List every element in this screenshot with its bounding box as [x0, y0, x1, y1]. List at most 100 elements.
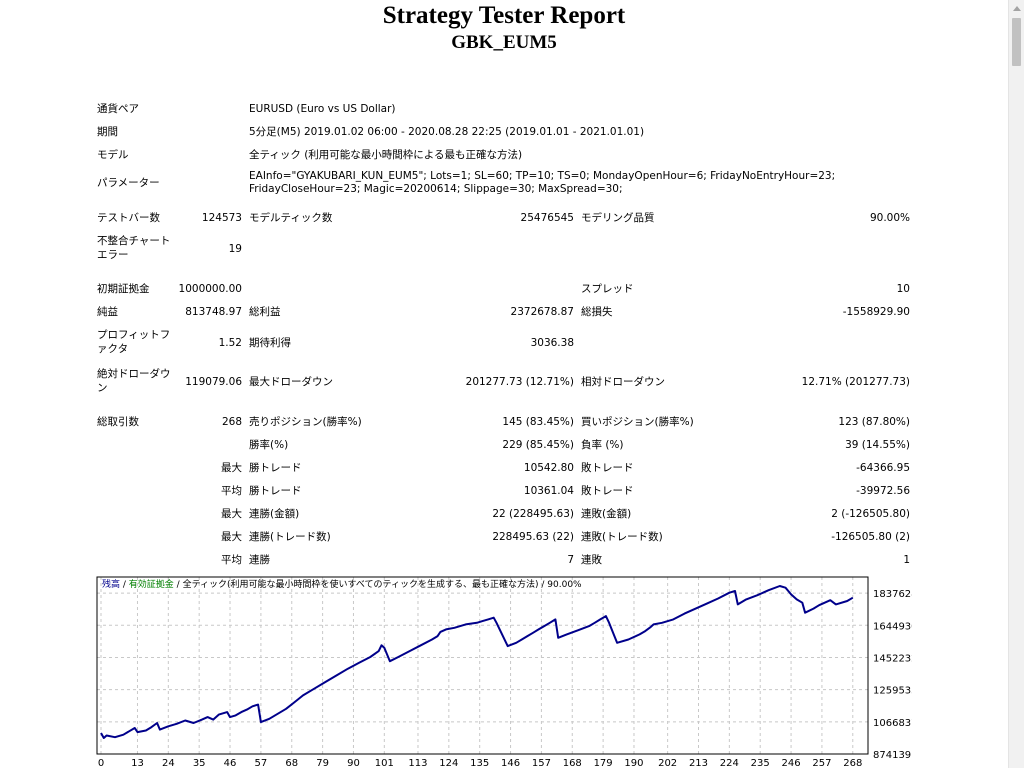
legend-quality: 90.00%: [547, 580, 582, 590]
params-label: パラメーター: [97, 177, 160, 189]
largest-label-3: 最大: [221, 531, 242, 543]
quality-value: 90.00%: [869, 212, 910, 224]
max-consec-profit-label: 連勝(トレード数): [249, 531, 331, 543]
long-value: 123 (87.80%): [838, 416, 910, 428]
chart-x-tick-label: 168: [563, 758, 582, 768]
expected-payoff-label: 期待利得: [249, 337, 291, 349]
chart-x-tick-label: 57: [255, 758, 268, 768]
max-dd-label: 最大ドローダウン: [249, 376, 333, 388]
largest-loss-label: 敗トレード: [581, 462, 634, 474]
quality-label: モデリング品質: [581, 212, 655, 224]
win-rate-value: 229 (85.45%): [502, 439, 574, 451]
bars-label: テストバー数: [97, 212, 160, 224]
chart-y-ticks: 1837628 1644930 1452232 1259535 1066837 87413…: [873, 589, 912, 761]
chart-x-tick-label: 35: [193, 758, 206, 768]
chart-plot-border: [96, 576, 869, 755]
win-rate-label: 勝率(%): [249, 439, 289, 451]
model-value: 全ティック (利用可能な最小時間枠による最も正確な方法): [249, 149, 523, 161]
scroll-up-arrow-icon[interactable]: [1009, 0, 1024, 16]
chart-y-tick-label: 1259535: [873, 686, 912, 697]
deposit-label: 初期証拠金: [97, 283, 150, 295]
gross-loss-label: 総損失: [581, 306, 613, 318]
legend-model: 全ティック(利用可能な最小時間枠を使いすべてのティックを生成する、最も正確な方法…: [183, 578, 539, 590]
chart-x-tick-label: 179: [594, 758, 613, 768]
avg-consec-wins-value: 7: [567, 554, 574, 566]
expected-payoff-value: 3036.38: [530, 337, 574, 349]
legend-sep-1: /: [120, 580, 129, 590]
chart-x-tick-label: 257: [812, 758, 831, 768]
largest-label-2: 最大: [221, 508, 242, 520]
max-consec-loss-value: -126505.80 (2): [831, 531, 910, 543]
ticks-value: 25476545: [520, 212, 574, 224]
loss-rate-value: 39 (14.55%): [845, 439, 910, 451]
mismatch-label: 不整合チャートエラー: [97, 235, 171, 261]
vertical-scrollbar[interactable]: [1008, 0, 1024, 768]
largest-label-1: 最大: [221, 462, 242, 474]
ticks-label: モデルティック数: [249, 212, 333, 224]
gross-loss-value: -1558929.90: [842, 306, 910, 318]
chart-x-tick-label: 0: [98, 758, 104, 768]
largest-win-label: 勝トレード: [249, 462, 302, 474]
bars-value: 124573: [201, 212, 242, 224]
chart-x-tick-label: 268: [843, 758, 862, 768]
chart-x-tick-label: 235: [751, 758, 770, 768]
long-label: 買いポジション(勝率%): [581, 416, 694, 428]
chart-x-tick-label: 13: [131, 758, 144, 768]
chart-x-tick-label: 113: [408, 758, 427, 768]
chart-x-tick-label: 190: [624, 758, 643, 768]
chart-y-tick-label: 1452232: [873, 653, 912, 664]
legend-sep-3: /: [539, 580, 548, 590]
max-consec-loss-label: 連敗(トレード数): [581, 531, 663, 543]
net-profit-value: 813748.97: [185, 306, 242, 318]
profit-factor-label: プロフィットファクタ: [97, 329, 171, 355]
abs-dd-value: 119079.06: [185, 376, 242, 388]
model-label: モデル: [97, 149, 129, 161]
total-trades-label: 総取引数: [97, 416, 139, 428]
total-trades-value: 268: [221, 416, 242, 428]
chart-series: [100, 585, 854, 739]
chart-x-tick-label: 213: [689, 758, 708, 768]
chart-x-tick-label: 79: [316, 758, 329, 768]
balance-chart: 1837628 1644930 1452232 1259535 1066837 87413…: [96, 576, 912, 768]
legend-balance: 残高: [102, 578, 120, 590]
short-value: 145 (83.45%): [502, 416, 574, 428]
scroll-thumb[interactable]: [1012, 18, 1021, 66]
abs-dd-label: 絶対ドローダウン: [97, 368, 171, 394]
deposit-value: 1000000.00: [178, 283, 242, 295]
profit-factor-value: 1.52: [218, 337, 242, 349]
chart-background: [96, 576, 912, 768]
largest-loss-value: -64366.95: [856, 462, 910, 474]
max-consec-profit-value: 228495.63 (22): [492, 531, 574, 543]
legend-equity: 有効証拠金: [129, 578, 174, 590]
average-label-2: 平均: [221, 554, 242, 566]
rel-dd-label: 相対ドローダウン: [581, 376, 665, 388]
max-consec-losses-value: 2 (-126505.80): [831, 508, 910, 520]
chart-x-tick-label: 90: [347, 758, 360, 768]
gross-profit-label: 総利益: [249, 306, 281, 318]
avg-consec-wins-label: 連勝: [249, 554, 270, 566]
legend-sep-2: /: [174, 580, 183, 590]
chart-legend: 残高 / 有効証拠金 / 全ティック(利用可能な最小時間枠を使いすべてのティック…: [102, 578, 582, 590]
pair-value: EURUSD (Euro vs US Dollar): [249, 103, 396, 115]
balance-chart-svg: 1837628 1644930 1452232 1259535 1066837 87413…: [96, 576, 912, 768]
chart-x-tick-label: 246: [782, 758, 801, 768]
spread-label: スプレッド: [581, 283, 634, 295]
largest-win-value: 10542.80: [523, 462, 574, 474]
report-symbol: GBK_EUM5: [451, 32, 557, 53]
chart-y-tick-label: 874139: [873, 750, 911, 761]
params-value: EAInfo="GYAKUBARI_KUN_EUM5"; Lots=1; SL=…: [249, 170, 836, 195]
period-label: 期間: [97, 126, 118, 138]
avg-win-value: 10361.04: [523, 485, 574, 497]
chart-grid: [97, 577, 868, 754]
chart-y-tick-label: 1644930: [873, 621, 912, 632]
chart-x-tick-label: 46: [224, 758, 237, 768]
chart-x-tick-label: 224: [720, 758, 739, 768]
chart-x-tick-label: 135: [470, 758, 489, 768]
chart-x-tick-label: 124: [439, 758, 458, 768]
report-title: Strategy Tester Report: [382, 2, 626, 29]
short-label: 売りポジション(勝率%): [249, 416, 362, 428]
mismatch-value: 19: [228, 243, 242, 255]
chart-y-tick-label: 1066837: [873, 718, 912, 729]
chart-x-tick-label: 157: [532, 758, 551, 768]
